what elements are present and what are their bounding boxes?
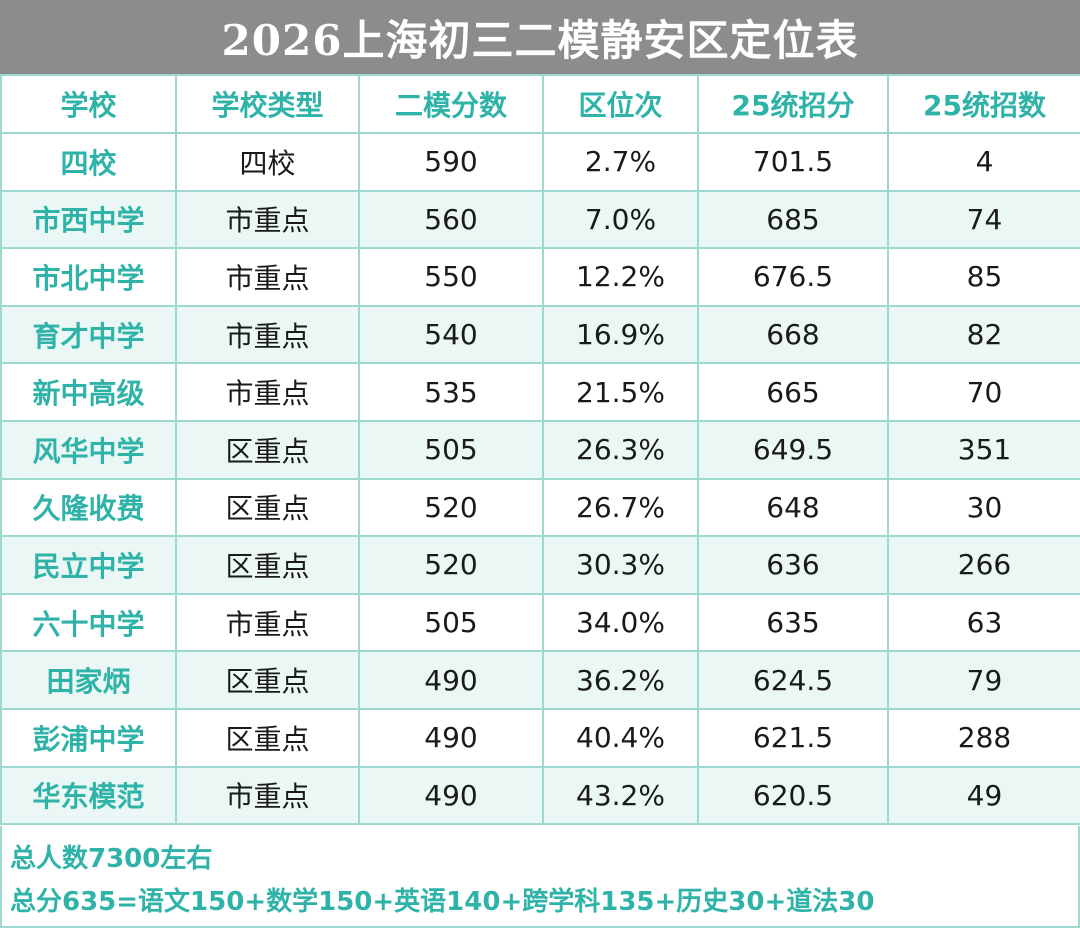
table-row: 育才中学 市重点 540 16.9% 668 82 (0, 304, 1080, 365)
cell-district-rank: 30.3% (542, 535, 699, 595)
cell-district-rank: 12.2% (542, 247, 699, 307)
cell-admission-count: 79 (887, 650, 1080, 710)
table-row: 华东模范 市重点 490 43.2% 620.5 49 (0, 765, 1080, 826)
cell-admission-count: 74 (887, 189, 1080, 250)
cell-school-type: 市重点 (175, 189, 360, 250)
table-row: 彭浦中学 区重点 490 40.4% 621.5 288 (0, 707, 1080, 768)
cell-school-type: 市重点 (175, 592, 360, 653)
table-row: 新中高级 市重点 535 21.5% 665 70 (0, 362, 1080, 422)
cell-school-type: 区重点 (175, 707, 360, 768)
cell-mock-score: 490 (358, 707, 544, 768)
cell-school-type: 区重点 (175, 419, 360, 480)
cell-district-rank: 26.3% (542, 419, 699, 480)
cell-mock-score: 560 (358, 189, 544, 250)
footer-notes: 总人数7300左右 总分635=语文150+数学150+英语140+跨学科135… (0, 826, 1080, 928)
cell-admission-count: 82 (887, 304, 1080, 365)
cell-school: 六十中学 (0, 592, 177, 653)
total-students-note: 总人数7300左右 (10, 844, 213, 874)
header-mock-score: 二模分数 (358, 74, 544, 134)
cell-mock-score: 535 (358, 362, 544, 422)
cell-admission-count: 30 (887, 477, 1080, 538)
cell-mock-score: 540 (358, 304, 544, 365)
cell-school: 市北中学 (0, 247, 177, 307)
table-header-row: 学校 学校类型 二模分数 区位次 25统招分 25统招数 (0, 74, 1080, 134)
cell-district-rank: 7.0% (542, 189, 699, 250)
cell-mock-score: 590 (358, 132, 544, 192)
cell-admission-score: 685 (697, 189, 889, 250)
cell-admission-count: 351 (887, 419, 1080, 480)
cell-admission-count: 49 (887, 765, 1080, 826)
cell-admission-count: 266 (887, 535, 1080, 595)
header-school: 学校 (0, 74, 177, 134)
cell-admission-count: 63 (887, 592, 1080, 653)
cell-admission-score: 636 (697, 535, 889, 595)
cell-district-rank: 34.0% (542, 592, 699, 653)
cell-mock-score: 490 (358, 650, 544, 710)
cell-admission-score: 624.5 (697, 650, 889, 710)
cell-school: 风华中学 (0, 419, 177, 480)
cell-mock-score: 505 (358, 419, 544, 480)
cell-school-type: 区重点 (175, 477, 360, 538)
cell-admission-score: 621.5 (697, 707, 889, 768)
cell-district-rank: 40.4% (542, 707, 699, 768)
header-school-type: 学校类型 (175, 74, 360, 134)
cell-admission-count: 4 (887, 132, 1080, 192)
cell-admission-score: 635 (697, 592, 889, 653)
cell-admission-score: 668 (697, 304, 889, 365)
table-body: 四校 四校 590 2.7% 701.5 4 市西中学 市重点 560 7.0% 685 74 市北中学… (0, 132, 1080, 826)
cell-school-type: 市重点 (175, 304, 360, 365)
cell-admission-score: 648 (697, 477, 889, 538)
cell-district-rank: 2.7% (542, 132, 699, 192)
cell-admission-score: 665 (697, 362, 889, 422)
cell-school-type: 区重点 (175, 535, 360, 595)
cell-school-type: 区重点 (175, 650, 360, 710)
cell-mock-score: 520 (358, 477, 544, 538)
cell-school: 田家炳 (0, 650, 177, 710)
cell-mock-score: 550 (358, 247, 544, 307)
header-admission-count: 25统招数 (887, 74, 1080, 134)
cell-school: 新中高级 (0, 362, 177, 422)
table-row: 田家炳 区重点 490 36.2% 624.5 79 (0, 650, 1080, 710)
table-row: 六十中学 市重点 505 34.0% 635 63 (0, 592, 1080, 653)
cell-school: 久隆收费 (0, 477, 177, 538)
ranking-table: 学校 学校类型 二模分数 区位次 25统招分 25统招数 四校 四校 590 2.7%… (0, 74, 1080, 826)
cell-mock-score: 520 (358, 535, 544, 595)
cell-school-type: 市重点 (175, 247, 360, 307)
table-row: 四校 四校 590 2.7% 701.5 4 (0, 132, 1080, 192)
cell-school-type: 市重点 (175, 362, 360, 422)
cell-school-type: 四校 (175, 132, 360, 192)
cell-district-rank: 16.9% (542, 304, 699, 365)
cell-school: 民立中学 (0, 535, 177, 595)
cell-mock-score: 505 (358, 592, 544, 653)
page-title: 2026上海初三二模静安区定位表 (0, 0, 1080, 74)
cell-mock-score: 490 (358, 765, 544, 826)
cell-admission-score: 620.5 (697, 765, 889, 826)
cell-school: 四校 (0, 132, 177, 192)
cell-admission-score: 676.5 (697, 247, 889, 307)
cell-district-rank: 43.2% (542, 765, 699, 826)
cell-admission-score: 649.5 (697, 419, 889, 480)
table-row: 市西中学 市重点 560 7.0% 685 74 (0, 189, 1080, 250)
table-row: 久隆收费 区重点 520 26.7% 648 30 (0, 477, 1080, 538)
cell-admission-count: 70 (887, 362, 1080, 422)
cell-district-rank: 26.7% (542, 477, 699, 538)
cell-school-type: 市重点 (175, 765, 360, 826)
header-admission-score: 25统招分 (697, 74, 889, 134)
score-formula-note: 总分635=语文150+数学150+英语140+跨学科135+历史30+道法30 (10, 887, 875, 917)
cell-district-rank: 36.2% (542, 650, 699, 710)
cell-school: 育才中学 (0, 304, 177, 365)
cell-school: 华东模范 (0, 765, 177, 826)
cell-school: 市西中学 (0, 189, 177, 250)
cell-admission-count: 288 (887, 707, 1080, 768)
cell-admission-score: 701.5 (697, 132, 889, 192)
cell-school: 彭浦中学 (0, 707, 177, 768)
cell-district-rank: 21.5% (542, 362, 699, 422)
table-row: 民立中学 区重点 520 30.3% 636 266 (0, 535, 1080, 595)
header-district-rank: 区位次 (542, 74, 699, 134)
cell-admission-count: 85 (887, 247, 1080, 307)
table-row: 市北中学 市重点 550 12.2% 676.5 85 (0, 247, 1080, 307)
table-row: 风华中学 区重点 505 26.3% 649.5 351 (0, 419, 1080, 480)
